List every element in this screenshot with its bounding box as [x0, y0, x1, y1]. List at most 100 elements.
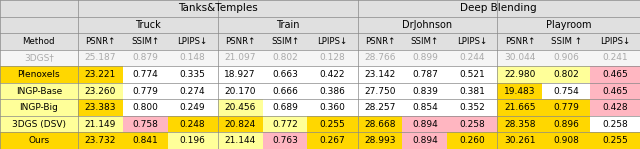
Bar — [123, 116, 168, 132]
Text: 0.779: 0.779 — [132, 87, 158, 96]
Text: 0.854: 0.854 — [412, 103, 438, 112]
Text: Plenoxels: Plenoxels — [17, 70, 60, 79]
Text: 27.750: 27.750 — [364, 87, 396, 96]
Text: SSIM↑: SSIM↑ — [271, 37, 299, 46]
Bar — [307, 116, 358, 132]
Bar — [168, 116, 218, 132]
Bar — [447, 132, 497, 149]
Text: INGP-Base: INGP-Base — [16, 87, 62, 96]
Text: 0.428: 0.428 — [602, 103, 628, 112]
Text: 0.879: 0.879 — [132, 53, 158, 62]
Bar — [0, 17, 640, 33]
Bar — [497, 116, 543, 132]
Text: 0.754: 0.754 — [553, 87, 579, 96]
Text: 0.908: 0.908 — [553, 136, 579, 145]
Bar — [123, 132, 168, 149]
Text: 21.097: 21.097 — [225, 53, 256, 62]
Bar — [218, 116, 262, 132]
Text: 0.689: 0.689 — [272, 103, 298, 112]
Text: 0.896: 0.896 — [553, 120, 579, 129]
Bar — [218, 132, 262, 149]
Text: 3DGS†: 3DGS† — [24, 53, 54, 62]
Text: 0.774: 0.774 — [132, 70, 158, 79]
Text: DrJohnson: DrJohnson — [403, 20, 452, 30]
Bar — [0, 66, 77, 83]
Bar — [497, 132, 543, 149]
Text: Tanks&Temples: Tanks&Temples — [178, 3, 257, 13]
Text: 28.668: 28.668 — [364, 120, 396, 129]
Text: 18.927: 18.927 — [225, 70, 256, 79]
Text: 0.267: 0.267 — [319, 136, 346, 145]
Text: SSIM↑: SSIM↑ — [411, 37, 439, 46]
Text: Method: Method — [22, 37, 55, 46]
Text: 0.128: 0.128 — [319, 53, 346, 62]
Text: 23.221: 23.221 — [84, 70, 116, 79]
Bar — [0, 132, 77, 149]
Bar — [543, 116, 590, 132]
Bar — [497, 66, 543, 83]
Text: 0.894: 0.894 — [412, 120, 438, 129]
Bar — [543, 132, 590, 149]
Bar — [0, 33, 640, 50]
Text: 0.352: 0.352 — [460, 103, 485, 112]
Text: 3DGS (DSV): 3DGS (DSV) — [12, 120, 66, 129]
Text: 0.779: 0.779 — [553, 103, 579, 112]
Bar — [590, 99, 640, 116]
Text: PSNR↑: PSNR↑ — [225, 37, 255, 46]
Text: 0.772: 0.772 — [272, 120, 298, 129]
Text: 0.758: 0.758 — [132, 120, 158, 129]
Text: 0.274: 0.274 — [180, 87, 205, 96]
Text: 0.360: 0.360 — [319, 103, 346, 112]
Text: 20.456: 20.456 — [225, 103, 256, 112]
Text: 23.383: 23.383 — [84, 103, 116, 112]
Text: Train: Train — [276, 20, 300, 30]
Bar — [543, 66, 590, 83]
Text: 0.241: 0.241 — [602, 53, 628, 62]
Text: 21.144: 21.144 — [225, 136, 256, 145]
Bar — [0, 0, 640, 17]
Bar — [262, 132, 307, 149]
Text: 0.148: 0.148 — [180, 53, 205, 62]
Text: 0.255: 0.255 — [319, 120, 346, 129]
Text: 0.841: 0.841 — [132, 136, 158, 145]
Text: LPIPS↓: LPIPS↓ — [317, 37, 348, 46]
Text: 28.993: 28.993 — [364, 136, 396, 145]
Text: 20.824: 20.824 — [225, 120, 256, 129]
Text: 0.244: 0.244 — [460, 53, 485, 62]
Text: 0.800: 0.800 — [132, 103, 158, 112]
Bar — [0, 116, 77, 132]
Text: 19.483: 19.483 — [504, 87, 536, 96]
Bar — [497, 99, 543, 116]
Text: LPIPS↓: LPIPS↓ — [177, 37, 208, 46]
Bar — [358, 116, 403, 132]
Text: 0.258: 0.258 — [602, 120, 628, 129]
Text: 23.260: 23.260 — [84, 87, 116, 96]
Text: 28.766: 28.766 — [364, 53, 396, 62]
Text: 0.335: 0.335 — [180, 70, 205, 79]
Text: Playroom: Playroom — [546, 20, 591, 30]
Bar — [307, 132, 358, 149]
Bar — [447, 116, 497, 132]
Bar — [358, 132, 403, 149]
Text: 0.422: 0.422 — [320, 70, 345, 79]
Text: 20.170: 20.170 — [225, 87, 256, 96]
Bar — [403, 132, 447, 149]
Text: 0.386: 0.386 — [319, 87, 346, 96]
Text: 25.187: 25.187 — [84, 53, 116, 62]
Text: SSIM↑: SSIM↑ — [131, 37, 159, 46]
Text: 0.763: 0.763 — [272, 136, 298, 145]
Text: PSNR↑: PSNR↑ — [85, 37, 115, 46]
Bar — [77, 132, 123, 149]
Text: 0.906: 0.906 — [553, 53, 579, 62]
Bar — [590, 66, 640, 83]
Bar — [543, 99, 590, 116]
Text: 28.358: 28.358 — [504, 120, 536, 129]
Text: 0.465: 0.465 — [602, 70, 628, 79]
Text: LPIPS↓: LPIPS↓ — [458, 37, 488, 46]
Bar — [218, 99, 262, 116]
Text: 30.044: 30.044 — [504, 53, 536, 62]
Text: 21.149: 21.149 — [84, 120, 116, 129]
Text: 0.663: 0.663 — [272, 70, 298, 79]
Bar — [497, 83, 543, 99]
Text: 0.260: 0.260 — [460, 136, 485, 145]
